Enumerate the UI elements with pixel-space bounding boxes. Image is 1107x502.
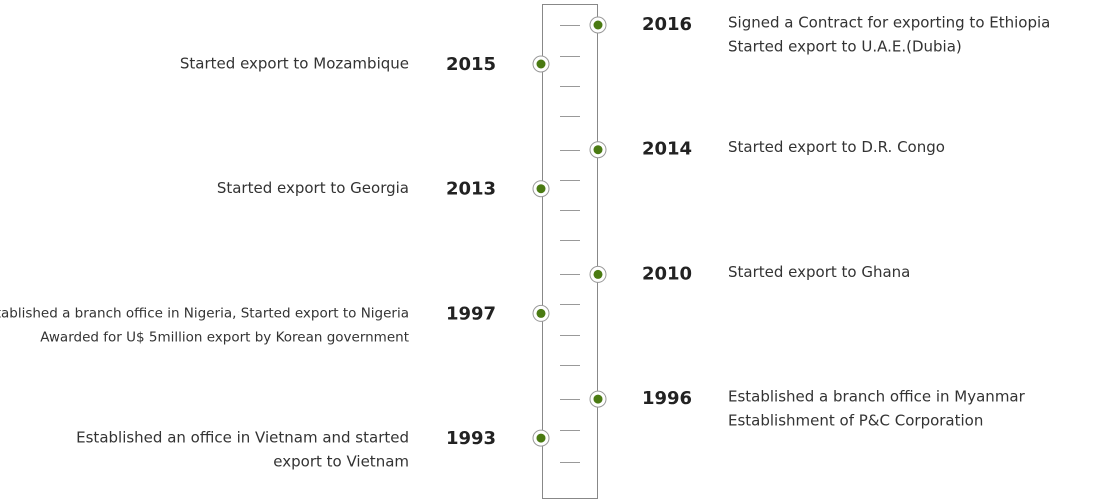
year: 2016 [642, 14, 692, 35]
event-text: export to Vietnam [273, 453, 409, 471]
year: 1993 [446, 428, 496, 449]
tick-group [560, 25, 580, 463]
event-text: Establishment of P&C Corporation [728, 412, 983, 430]
event-text: Started export to U.A.E.(Dubia) [728, 38, 962, 56]
dot [536, 433, 546, 443]
event-text: Established an office in Vietnam and sta… [76, 429, 409, 447]
dot [593, 269, 603, 279]
dot [593, 394, 603, 404]
timeline-bar [542, 4, 598, 499]
dot [536, 308, 546, 318]
event-text: Established a branch office in Nigeria, … [0, 305, 409, 321]
year: 2013 [446, 179, 496, 200]
year: 1997 [446, 303, 496, 324]
year: 2010 [642, 263, 692, 284]
year: 2015 [446, 54, 496, 75]
event-text: Established a branch office in Myanmar [728, 388, 1026, 406]
event-text: Awarded for U$ 5million export by Korean… [40, 329, 409, 345]
year: 2014 [642, 139, 692, 160]
dot [593, 20, 603, 30]
dot [536, 184, 546, 194]
event-text: Signed a Contract for exporting to Ethio… [728, 14, 1050, 32]
event-text: Started export to Mozambique [180, 55, 409, 73]
event-text: Started export to Georgia [217, 179, 409, 197]
event-text: Started export to D.R. Congo [728, 138, 945, 156]
event-text: Started export to Ghana [728, 263, 910, 281]
dot [593, 145, 603, 155]
dot [536, 59, 546, 69]
year: 1996 [642, 388, 692, 409]
